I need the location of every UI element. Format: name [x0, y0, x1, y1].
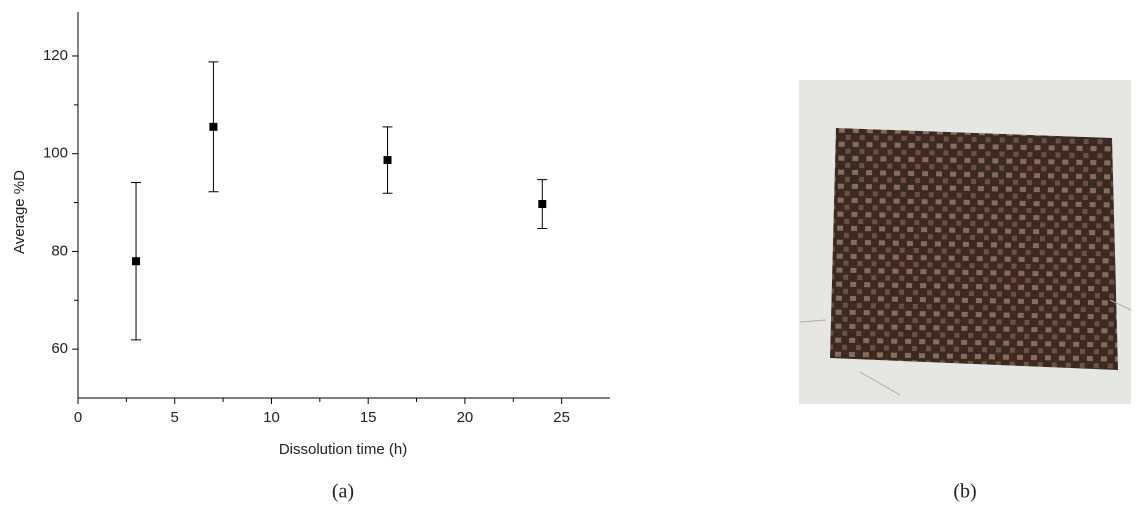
x-tick-label: 15 [360, 409, 377, 426]
y-axis-label: Average %D [11, 170, 28, 254]
marker [538, 200, 547, 209]
x-tick-label: 5 [171, 409, 179, 426]
x-tick-label: 20 [457, 409, 474, 426]
x-tick-label: 25 [553, 409, 570, 426]
x-tick-label: 0 [74, 409, 82, 426]
x-tick-label: 10 [263, 409, 280, 426]
y-tick-label: 80 [51, 242, 68, 259]
y-tick-label: 120 [43, 47, 68, 64]
marker [132, 257, 141, 266]
y-tick-label: 60 [51, 340, 68, 357]
photo [799, 80, 1132, 404]
y-tick-label: 100 [43, 145, 68, 162]
marker [209, 122, 218, 131]
fabric [830, 128, 1118, 370]
panel-label: (b) [953, 481, 976, 503]
panel-label: (a) [332, 481, 354, 503]
loose-fibers [799, 299, 1132, 396]
x-axis-label: Dissolution time (h) [279, 441, 407, 458]
marker [383, 156, 392, 165]
